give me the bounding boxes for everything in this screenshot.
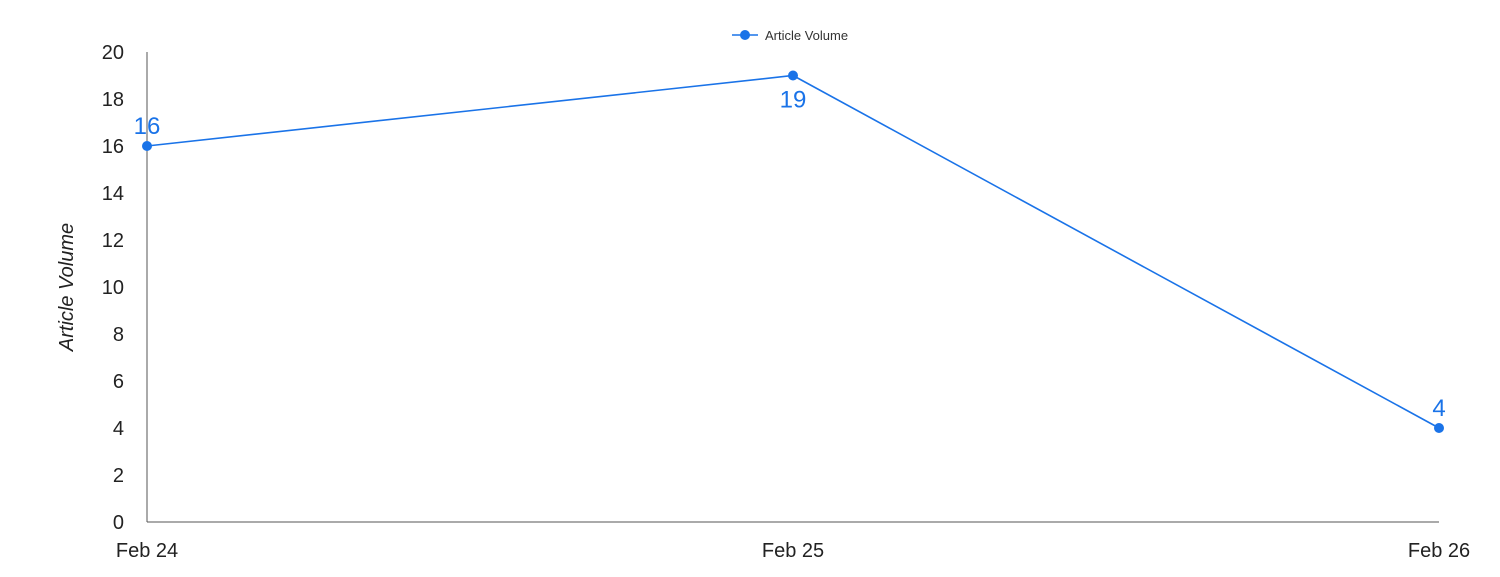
data-label: 16 (134, 113, 161, 140)
y-axis-title: Article Volume (56, 223, 78, 352)
x-tick-label: Feb 25 (762, 540, 824, 562)
series-group (142, 70, 1444, 433)
data-point[interactable] (788, 70, 798, 81)
y-tick-label: 16 (102, 136, 124, 158)
y-tick-label: 6 (113, 371, 124, 393)
y-tick-label: 8 (113, 324, 124, 346)
y-tick-label: 10 (102, 277, 124, 299)
x-tick-label: Feb 26 (1408, 540, 1470, 562)
y-axis-ticks: 0 2 4 6 8 10 12 14 16 18 20 (102, 42, 124, 534)
data-label: 19 (780, 87, 807, 114)
data-point[interactable] (142, 141, 152, 151)
data-point[interactable] (1434, 423, 1444, 433)
y-tick-label: 14 (102, 183, 124, 205)
y-tick-label: 18 (102, 89, 124, 111)
data-label: 4 (1432, 395, 1445, 422)
y-tick-label: 0 (113, 512, 124, 534)
y-tick-label: 20 (102, 42, 124, 64)
x-axis-ticks: Feb 24 Feb 25 Feb 26 (116, 540, 1470, 562)
legend: Article Volume (732, 28, 848, 43)
x-tick-label: Feb 24 (116, 540, 178, 562)
y-tick-label: 4 (113, 418, 124, 440)
y-tick-label: 2 (113, 465, 124, 487)
data-labels: 16 19 4 (134, 87, 1446, 423)
series-line (146, 74, 1440, 429)
legend-label: Article Volume (765, 28, 848, 43)
legend-series-marker (740, 30, 750, 40)
y-tick-label: 12 (102, 230, 124, 252)
